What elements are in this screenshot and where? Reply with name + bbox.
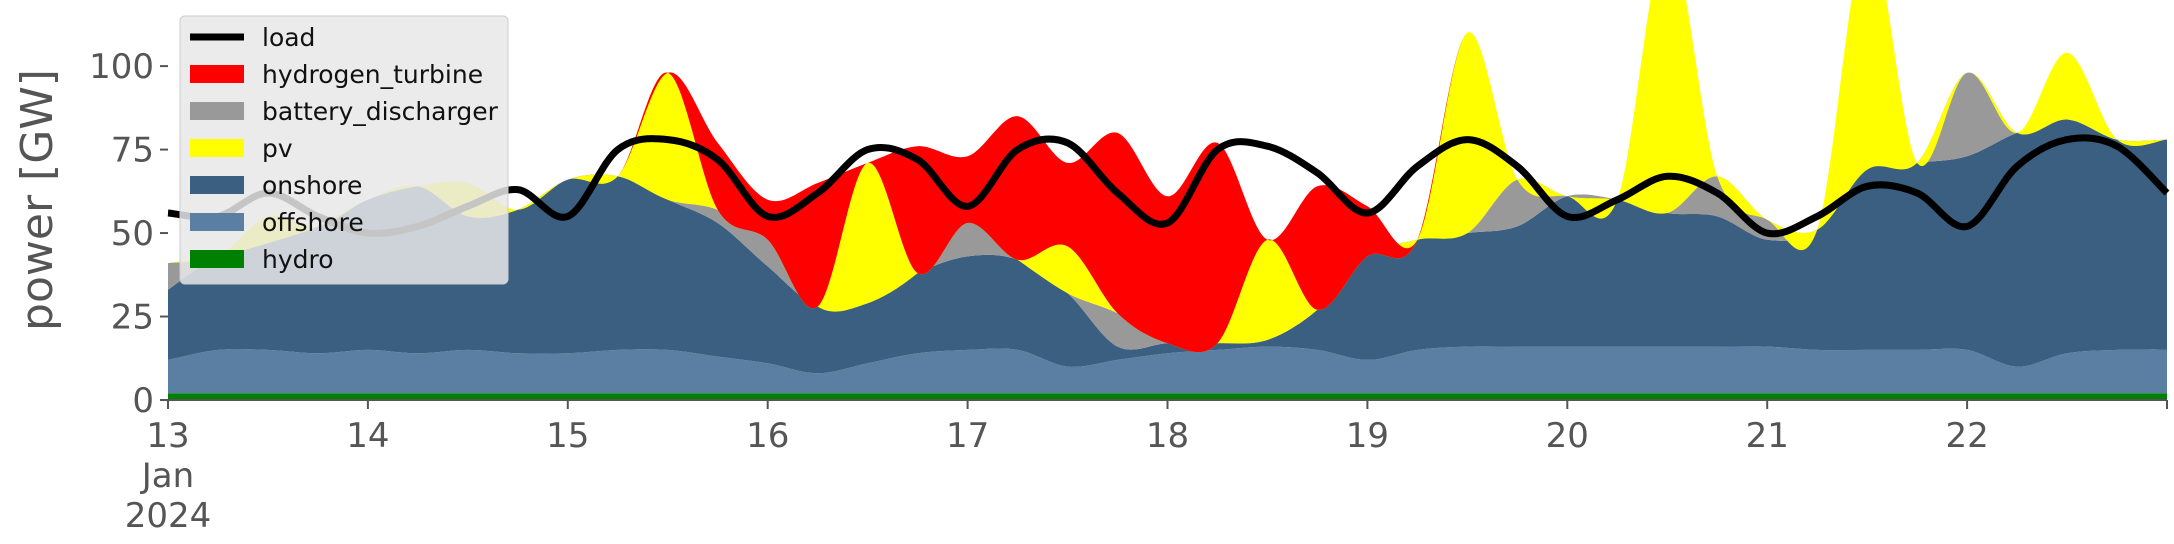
series-area-onshore bbox=[168, 119, 2167, 374]
legend-label-pv: pv bbox=[262, 134, 293, 163]
x-tick-label: 18 bbox=[1146, 416, 1189, 456]
x-tick-label: Jan bbox=[140, 456, 194, 496]
legend-label-hydrogen_turbine: hydrogen_turbine bbox=[262, 60, 483, 89]
series-area-hydrogen_turbine bbox=[168, 0, 2167, 353]
x-tick-label: 20 bbox=[1546, 416, 1589, 456]
area-layer bbox=[168, 0, 2167, 400]
legend-label-offshore: offshore bbox=[262, 208, 364, 237]
x-tick-label: 14 bbox=[346, 416, 389, 456]
legend-frame bbox=[179, 15, 509, 285]
series-area-offshore bbox=[168, 346, 2167, 394]
load-line-layer bbox=[167, 134, 2170, 238]
legend-swatch-hydro bbox=[190, 250, 244, 268]
series-area-battery_discharger bbox=[168, 72, 2167, 350]
legend-swatch-pv bbox=[190, 139, 244, 157]
y-tick-label: 50 bbox=[111, 214, 154, 254]
y-axis-label: power [GW] bbox=[12, 69, 63, 331]
legend: load hydrogen_turbine battery_dischargerpv… bbox=[179, 15, 509, 285]
legend-swatch-hydrogen_turbine bbox=[190, 65, 244, 83]
x-tick-label: 15 bbox=[546, 416, 589, 456]
series-area-pv bbox=[168, 0, 2167, 353]
x-tick-label: 16 bbox=[746, 416, 789, 456]
series-area-hydro bbox=[168, 393, 2167, 400]
legend-swatch-offshore bbox=[190, 213, 244, 231]
legend-swatch-onshore bbox=[190, 176, 244, 194]
x-tick-label: 22 bbox=[1945, 416, 1988, 456]
y-tick-label: 100 bbox=[89, 47, 154, 87]
legend-label-onshore: onshore bbox=[262, 171, 362, 200]
legend-label-hydro: hydro bbox=[262, 245, 334, 274]
y-tick-label: 0 bbox=[132, 381, 154, 421]
legend-label-battery_discharger: battery_discharger bbox=[262, 97, 499, 126]
legend-swatch-battery_discharger bbox=[190, 102, 244, 120]
y-tick-label: 25 bbox=[111, 298, 154, 338]
x-tick-label: 21 bbox=[1746, 416, 1789, 456]
x-tick-label: 2024 bbox=[125, 496, 212, 536]
x-tick-label: 19 bbox=[1346, 416, 1389, 456]
legend-label-load: load bbox=[262, 23, 315, 52]
x-tick-label: 13 bbox=[146, 416, 189, 456]
series-line-load bbox=[167, 134, 2170, 238]
x-tick-label: 17 bbox=[946, 416, 989, 456]
y-tick-label: 75 bbox=[111, 131, 154, 171]
